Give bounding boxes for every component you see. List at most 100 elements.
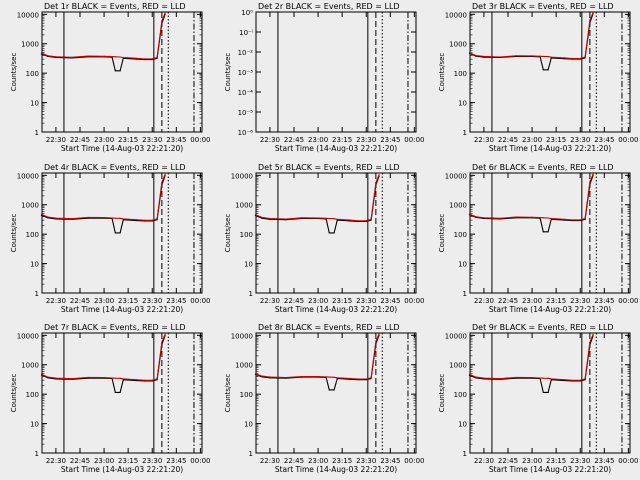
chart-title: Det 5r BLACK = Events, RED = LLD: [258, 163, 400, 172]
y-tick-label: 10: [458, 100, 467, 108]
data-point: [531, 55, 533, 57]
y-tick-label: 10: [30, 261, 39, 269]
y-tick-label: 1: [35, 129, 39, 137]
chart-panel-8: Det 8r BLACK = Events, RED = LLD 1 10 100 10…: [224, 323, 424, 474]
data-point: [325, 376, 327, 378]
data-point: [515, 376, 517, 379]
data-point: [357, 378, 359, 380]
data-point: [47, 376, 49, 378]
data-point: [40, 52, 43, 54]
data-point: [589, 19, 591, 22]
data-point: [325, 217, 327, 219]
data-point: [333, 376, 335, 378]
data-point: [122, 218, 124, 220]
series-lld: [255, 333, 380, 380]
y-tick-label: 1000: [449, 41, 467, 49]
y-tick-label: 10000: [231, 332, 253, 340]
x-tick-label: 22:30: [260, 297, 280, 305]
data-point: [589, 181, 591, 183]
data-point: [547, 231, 549, 233]
x-tick-label: 23:30: [570, 457, 590, 465]
x-tick-label: 22:30: [474, 136, 494, 144]
y-axis-label: Counts/sec: [438, 214, 446, 253]
data-point: [468, 213, 471, 215]
y-tick-label: 1000: [21, 41, 39, 49]
x-tick-label: 23:00: [94, 136, 114, 144]
data-point: [539, 217, 541, 219]
y-tick-label: 1000: [449, 202, 467, 210]
data-point: [542, 55, 544, 58]
data-point: [592, 333, 594, 336]
chart-title: Det 8r BLACK = Events, RED = LLD: [258, 323, 400, 332]
data-point: [563, 379, 565, 381]
data-point: [547, 56, 549, 58]
data-point: [114, 391, 116, 393]
data-point: [151, 379, 153, 381]
plot-frame: [255, 332, 417, 454]
x-tick-label: 23:00: [522, 136, 542, 144]
data-point: [531, 216, 533, 218]
x-tick-label: 23:00: [522, 457, 542, 465]
x-tick-label: 23:15: [332, 136, 352, 144]
series-events: [469, 13, 594, 71]
data-point: [119, 232, 121, 234]
y-tick-label: 10: [244, 261, 253, 269]
chart-panel-7: Det 7r BLACK = Events, RED = LLD 1 10 100 10…: [10, 323, 210, 474]
data-point: [547, 69, 549, 71]
series-events: [255, 175, 380, 234]
y-axis-label: Counts/sec: [438, 374, 446, 413]
y-tick-label: 10000: [17, 172, 39, 180]
data-point: [571, 379, 573, 381]
plot-frame: [41, 332, 203, 454]
data-point: [584, 217, 586, 220]
x-tick-label: 23:45: [380, 136, 400, 144]
data-point: [114, 232, 116, 234]
x-tick-label: 22:30: [260, 136, 280, 144]
data-point: [119, 391, 121, 393]
data-point: [103, 55, 105, 57]
y-tick-label: 100: [454, 70, 467, 78]
chart-panel-9: Det 9r BLACK = Events, RED = LLD 1 10 100 10…: [438, 323, 638, 474]
y-tick-label: 10⁻²: [238, 49, 254, 57]
x-tick-label: 00:00: [404, 136, 424, 144]
plot-frame: [469, 332, 631, 454]
y-tick-label: 1: [249, 290, 253, 298]
x-tick-label: 23:00: [522, 297, 542, 305]
data-point: [285, 218, 287, 220]
x-tick-label: 00:00: [618, 457, 638, 465]
data-point: [151, 219, 153, 221]
y-tick-label: 10⁻ⁱ: [239, 29, 253, 37]
x-tick-label: 23:30: [356, 457, 376, 465]
data-point: [269, 376, 271, 378]
y-tick-label: 10000: [231, 172, 253, 180]
x-tick-label: 22:45: [70, 136, 90, 144]
y-axis-label: Counts/sec: [10, 374, 18, 413]
data-point: [122, 56, 124, 59]
x-tick-label: 22:45: [498, 297, 518, 305]
data-point: [592, 173, 594, 175]
data-point: [336, 218, 338, 220]
data-point: [161, 20, 163, 22]
data-point: [161, 341, 163, 343]
x-tick-label: 22:30: [46, 136, 66, 144]
y-tick-label: 1000: [21, 362, 39, 370]
x-tick-label: 22:45: [284, 136, 304, 144]
data-point: [164, 173, 166, 175]
y-tick-label: 100: [26, 70, 39, 78]
data-point: [143, 219, 145, 221]
x-tick-label: 23:30: [142, 457, 162, 465]
data-point: [71, 218, 73, 220]
y-axis-label: Counts/sec: [224, 214, 232, 253]
data-point: [579, 219, 581, 221]
x-tick-label: 22:45: [70, 297, 90, 305]
x-tick-label: 23:15: [546, 457, 566, 465]
x-tick-label: 22:45: [284, 297, 304, 305]
data-point: [475, 376, 477, 378]
series-lld: [469, 334, 594, 381]
data-point: [114, 70, 116, 72]
data-point: [143, 379, 145, 381]
data-point: [55, 377, 57, 379]
y-tick-label: 10000: [445, 172, 467, 180]
y-tick-label: 10000: [17, 332, 39, 340]
